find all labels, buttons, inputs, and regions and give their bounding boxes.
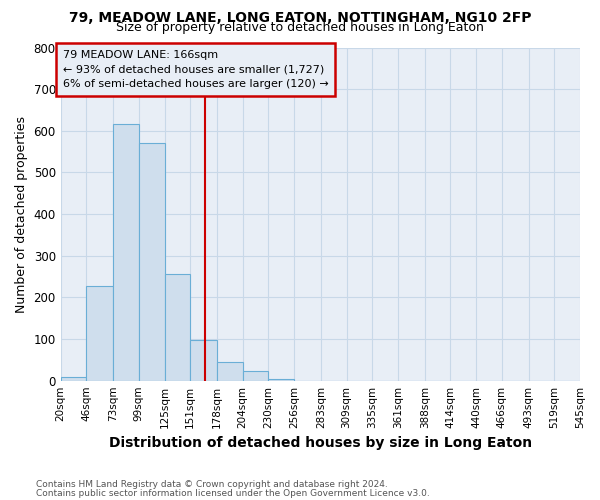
Bar: [113, 124, 139, 380]
Y-axis label: Number of detached properties: Number of detached properties: [15, 116, 28, 312]
Bar: [61, 376, 86, 380]
Text: 79 MEADOW LANE: 166sqm
← 93% of detached houses are smaller (1,727)
6% of semi-d: 79 MEADOW LANE: 166sqm ← 93% of detached…: [62, 50, 328, 89]
Text: Contains public sector information licensed under the Open Government Licence v3: Contains public sector information licen…: [36, 488, 430, 498]
Bar: [164, 274, 190, 380]
Text: 79, MEADOW LANE, LONG EATON, NOTTINGHAM, NG10 2FP: 79, MEADOW LANE, LONG EATON, NOTTINGHAM,…: [69, 11, 531, 25]
Bar: [190, 340, 217, 380]
Bar: [242, 370, 268, 380]
X-axis label: Distribution of detached houses by size in Long Eaton: Distribution of detached houses by size …: [109, 436, 532, 450]
Text: Contains HM Land Registry data © Crown copyright and database right 2024.: Contains HM Land Registry data © Crown c…: [36, 480, 388, 489]
Bar: [86, 286, 113, 380]
Bar: [217, 362, 242, 380]
Bar: [268, 378, 294, 380]
Bar: [139, 144, 164, 380]
Text: Size of property relative to detached houses in Long Eaton: Size of property relative to detached ho…: [116, 22, 484, 35]
